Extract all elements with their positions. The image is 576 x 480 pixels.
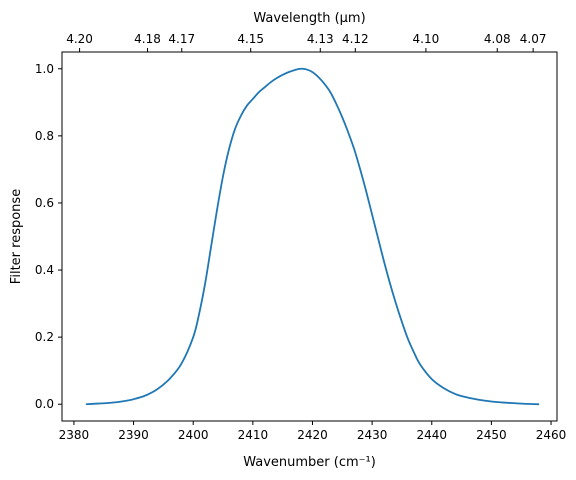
top-x-axis-label: Wavelength (μm) (253, 11, 365, 26)
x-tick-label: 2410 (238, 428, 269, 442)
x-tick-label: 2420 (297, 428, 328, 442)
axes-frame (61, 51, 558, 422)
y-axis: 0.0 0.2 0.4 0.6 0.8 1.0 (35, 62, 62, 411)
top-x-tick-label: 4.15 (237, 32, 264, 46)
top-x-tick-label: 4.17 (168, 32, 195, 46)
plot-area (85, 67, 540, 406)
top-x-tick-label: 4.20 (66, 32, 93, 46)
y-tick-label: 1.0 (35, 62, 54, 76)
bottom-x-axis: 2380 2390 2400 2410 2420 2430 2440 2450 2460 (59, 421, 567, 442)
x-axis-label: Wavenumber (cm⁻¹) (243, 455, 376, 470)
x-tick-label: 2390 (118, 428, 149, 442)
top-x-tick-label: 4.07 (520, 32, 547, 46)
x-tick-label: 2400 (178, 428, 209, 442)
x-tick-label: 2380 (59, 428, 90, 442)
top-x-tick-label: 4.13 (307, 32, 334, 46)
x-tick-label: 2460 (536, 428, 567, 442)
y-tick-label: 0.6 (35, 196, 54, 210)
top-x-tick-label: 4.08 (484, 32, 511, 46)
top-x-tick-label: 4.18 (134, 32, 161, 46)
top-x-axis: 4.20 4.18 4.17 4.15 4.13 4.12 4.10 4.08 4.07 (66, 32, 547, 52)
x-tick-label: 2450 (476, 428, 507, 442)
y-tick-label: 0.2 (35, 330, 54, 344)
top-x-tick-label: 4.12 (342, 32, 369, 46)
y-axis-label: Filter response (9, 189, 24, 284)
x-tick-label: 2440 (416, 428, 447, 442)
y-tick-label: 0.4 (35, 263, 54, 277)
series-line (85, 67, 540, 406)
x-tick-label: 2430 (357, 428, 388, 442)
top-x-tick-label: 4.10 (413, 32, 440, 46)
y-tick-label: 0.8 (35, 129, 54, 143)
y-tick-label: 0.0 (35, 397, 54, 411)
